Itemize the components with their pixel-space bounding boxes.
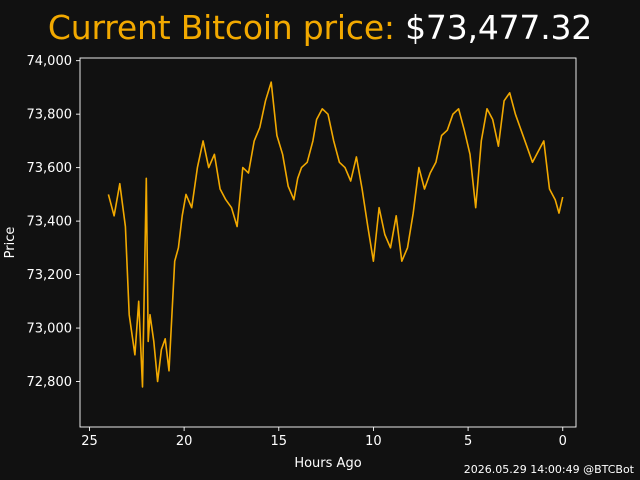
y-tick-label-73600: 73,600 <box>27 161 73 176</box>
y-tick-label-73800: 73,800 <box>27 108 73 123</box>
x-axis-label: Hours Ago <box>294 456 361 471</box>
x-tick-label-15: 15 <box>271 434 288 449</box>
y-tick-label-73000: 73,000 <box>27 322 73 337</box>
y-tick-label-74000: 74,000 <box>27 54 73 69</box>
x-tick-label-20: 20 <box>176 434 193 449</box>
y-tick-label-73400: 73,400 <box>27 215 73 230</box>
footer-timestamp: 2026.05.29 14:00:49 @BTCBot <box>463 463 634 476</box>
y-tick-label-72800: 72,800 <box>27 375 73 390</box>
current-price: $73,477.32 <box>405 8 593 47</box>
title-label: Current Bitcoin price: <box>47 8 395 47</box>
x-tick-label-25: 25 <box>81 434 98 449</box>
x-tick-label-10: 10 <box>365 434 382 449</box>
price-line <box>107 81 564 388</box>
x-tick-label-5: 5 <box>464 434 472 449</box>
plot-frame <box>79 57 577 428</box>
x-tick-label-0: 0 <box>559 434 567 449</box>
y-axis-label: Price <box>3 227 18 259</box>
chart-title: Current Bitcoin price: $73,477.32 <box>0 8 640 47</box>
y-tick-label-73200: 73,200 <box>27 268 73 283</box>
